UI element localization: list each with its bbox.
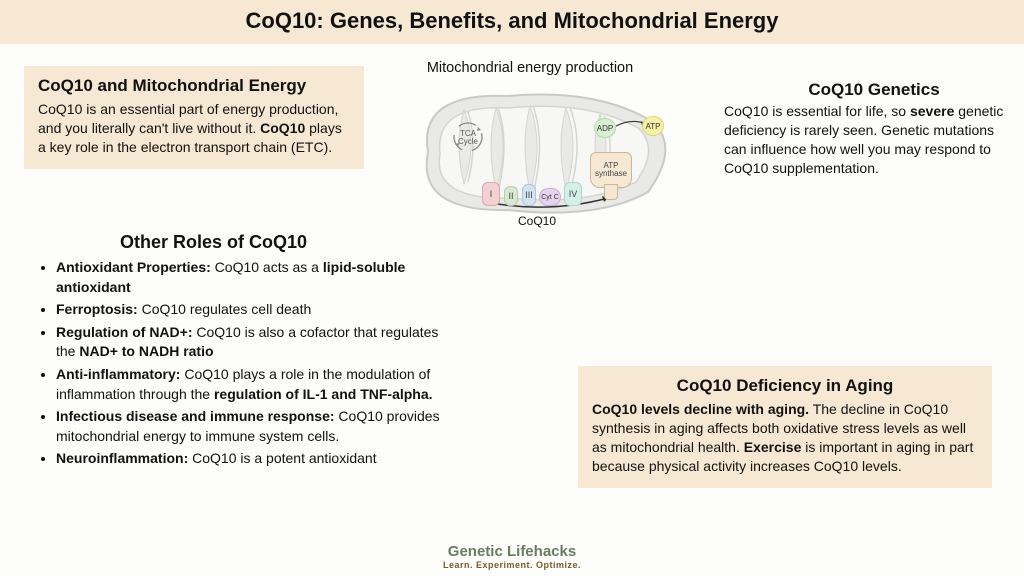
complex-i: I [482, 182, 500, 206]
bold: Ferroptosis: [56, 301, 138, 317]
complex-iii: III [522, 184, 536, 206]
bold: NAD+ to NADH ratio [79, 343, 213, 359]
mito-diagram-label: Mitochondrial energy production [400, 60, 660, 76]
atp-synthase-stalk [604, 184, 618, 200]
title-bar: CoQ10: Genes, Benefits, and Mitochondria… [0, 0, 1024, 44]
bold: Antioxidant Properties: [56, 259, 211, 275]
text: CoQ10 is essential for life, so [724, 103, 910, 119]
box-energy-title: CoQ10 and Mitochondrial Energy [38, 76, 350, 96]
genetics-title: CoQ10 Genetics [774, 80, 974, 100]
text: CoQ10 acts as a [211, 259, 323, 275]
atp-synthase: ATP synthase [590, 152, 632, 188]
bold: CoQ10 [260, 120, 305, 136]
list-item: Ferroptosis: CoQ10 regulates cell death [56, 300, 444, 320]
footer-brand: Genetic Lifehacks [443, 543, 581, 560]
box-aging-text: CoQ10 levels decline with aging. The dec… [592, 400, 978, 476]
mito-svg [398, 82, 678, 222]
text: CoQ10 is a potent antioxidant [188, 450, 376, 466]
text: CoQ10 regulates cell death [138, 301, 312, 317]
bold: regulation of IL-1 and TNF-alpha. [214, 386, 433, 402]
footer: Genetic Lifehacks Learn. Experiment. Opt… [443, 543, 581, 570]
bold: CoQ10 levels decline with aging. [592, 401, 809, 417]
list-item: Regulation of NAD+: CoQ10 is also a cofa… [56, 323, 444, 362]
genetics-text: CoQ10 is essential for life, so severe g… [724, 102, 1012, 178]
bold: Regulation of NAD+: [56, 324, 193, 340]
tca-label: TCACycle [456, 130, 480, 146]
roles-list: Antioxidant Properties: CoQ10 acts as a … [34, 258, 444, 472]
bold: severe [910, 103, 954, 119]
bold: Neuroinflammation: [56, 450, 188, 466]
box-aging: CoQ10 Deficiency in Aging CoQ10 levels d… [578, 366, 992, 488]
bold: Anti-inflammatory: [56, 366, 180, 382]
box-aging-title: CoQ10 Deficiency in Aging [592, 376, 978, 396]
adp-circle: ADP [594, 118, 616, 138]
complex-iv: IV [564, 182, 582, 206]
atp-circle: ATP [642, 116, 664, 136]
footer-tagline: Learn. Experiment. Optimize. [443, 560, 581, 570]
bold: Infectious disease and immune response: [56, 408, 335, 424]
list-item: Neuroinflammation: CoQ10 is a potent ant… [56, 449, 444, 469]
box-energy-text: CoQ10 is an essential part of energy pro… [38, 100, 350, 157]
bold: Exercise [744, 439, 802, 455]
roles-title: Other Roles of CoQ10 [120, 232, 307, 253]
complex-ii: II [504, 186, 518, 206]
list-item: Infectious disease and immune response: … [56, 407, 444, 446]
box-energy: CoQ10 and Mitochondrial Energy CoQ10 is … [24, 66, 364, 169]
page-title: CoQ10: Genes, Benefits, and Mitochondria… [0, 8, 1024, 34]
coq10-etc-label: CoQ10 [518, 214, 556, 228]
mito-diagram: TCACycle I II III Cyt C IV ATP synthase … [398, 82, 678, 222]
cyt-c: Cyt C [539, 188, 561, 206]
list-item: Anti-inflammatory: CoQ10 plays a role in… [56, 365, 444, 404]
list-item: Antioxidant Properties: CoQ10 acts as a … [56, 258, 444, 297]
